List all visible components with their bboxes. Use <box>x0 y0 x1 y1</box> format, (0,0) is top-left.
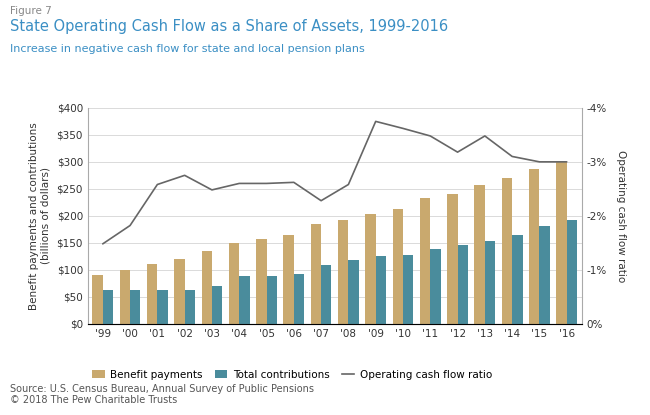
Bar <box>376 256 386 324</box>
Operating cash flow ratio <box>99 242 107 247</box>
Operating cash flow ratio <box>263 181 270 186</box>
Bar <box>266 276 277 324</box>
Bar <box>130 290 140 324</box>
Text: Source: U.S. Census Bureau, Annual Survey of Public Pensions
© 2018 The Pew Char: Source: U.S. Census Bureau, Annual Surve… <box>10 384 314 405</box>
Text: Increase in negative cash flow for state and local pension plans: Increase in negative cash flow for state… <box>10 44 365 54</box>
Bar <box>485 241 495 324</box>
Operating cash flow ratio <box>235 181 243 186</box>
Bar <box>185 290 195 324</box>
Bar <box>567 220 577 324</box>
Bar <box>103 290 113 324</box>
Operating cash flow ratio <box>426 134 434 139</box>
Bar <box>174 259 185 324</box>
Operating cash flow ratio <box>317 198 325 203</box>
Bar <box>430 249 441 324</box>
Operating cash flow ratio <box>372 119 380 124</box>
Bar <box>212 286 222 324</box>
Text: State Operating Cash Flow as a Share of Assets, 1999-2016: State Operating Cash Flow as a Share of … <box>10 19 448 34</box>
Operating cash flow ratio <box>563 159 571 164</box>
Bar <box>147 264 157 324</box>
Bar <box>120 270 130 324</box>
Line: Operating cash flow ratio: Operating cash flow ratio <box>103 121 567 244</box>
Bar <box>348 260 359 324</box>
Operating cash flow ratio <box>208 188 216 193</box>
Operating cash flow ratio <box>454 150 462 155</box>
Bar <box>283 235 294 324</box>
Bar <box>157 290 168 324</box>
Bar <box>529 169 539 324</box>
Legend: Benefit payments, Total contributions, Operating cash flow ratio: Benefit payments, Total contributions, O… <box>88 366 496 384</box>
Bar <box>321 266 332 324</box>
Bar <box>403 255 413 324</box>
Bar <box>92 275 103 324</box>
Bar <box>365 214 376 324</box>
Bar <box>338 220 348 324</box>
Bar <box>447 194 458 324</box>
Text: Figure 7: Figure 7 <box>10 6 51 16</box>
Operating cash flow ratio <box>290 180 298 185</box>
Operating cash flow ratio <box>126 223 134 228</box>
Operating cash flow ratio <box>344 182 352 187</box>
Bar <box>393 209 403 324</box>
Bar <box>311 224 321 324</box>
Operating cash flow ratio <box>181 173 188 178</box>
Operating cash flow ratio <box>508 154 516 159</box>
Y-axis label: Benefit payments and contributions
(billions of dollars): Benefit payments and contributions (bill… <box>29 122 51 310</box>
Bar <box>458 245 468 324</box>
Bar <box>229 243 239 324</box>
Operating cash flow ratio <box>536 159 543 164</box>
Bar <box>294 274 304 324</box>
Bar <box>202 251 212 324</box>
Operating cash flow ratio <box>481 134 489 139</box>
Y-axis label: Operating cash flow ratio: Operating cash flow ratio <box>616 150 627 282</box>
Bar <box>420 198 430 324</box>
Bar <box>502 178 512 324</box>
Bar <box>540 225 550 324</box>
Operating cash flow ratio <box>153 182 161 187</box>
Bar <box>256 239 266 324</box>
Operating cash flow ratio <box>399 126 407 131</box>
Bar <box>239 276 250 324</box>
Bar <box>474 185 485 324</box>
Bar <box>512 235 523 324</box>
Bar <box>556 162 567 324</box>
